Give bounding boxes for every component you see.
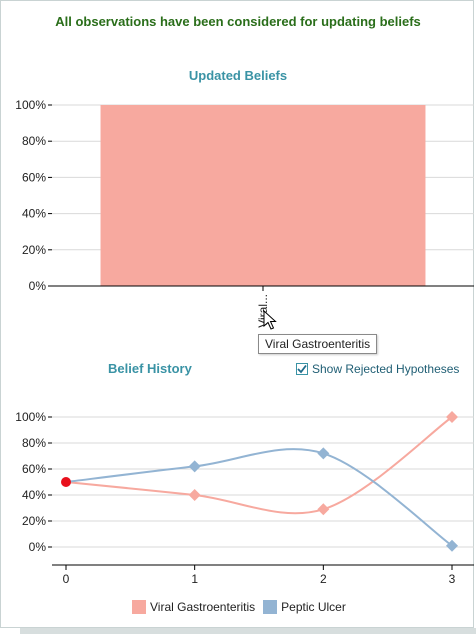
bar-y-tick-label: 0% bbox=[29, 279, 47, 293]
series-line-viral bbox=[65, 416, 453, 515]
legend-swatch-viral bbox=[132, 600, 146, 614]
legend-item-viral: Viral Gastroenteritis bbox=[132, 600, 255, 614]
belief-bar[interactable] bbox=[100, 105, 426, 286]
history-x-tick-label: 0 bbox=[63, 572, 70, 586]
data-point-viral[interactable] bbox=[317, 503, 330, 516]
bar-y-tick-label: 80% bbox=[22, 134, 46, 148]
status-message: All observations have been considered fo… bbox=[55, 14, 421, 29]
history-y-tick-label: 60% bbox=[22, 462, 46, 476]
belief-history-chart: 0% 20% 40% 60% 80% 100% 0 1 2 3 bbox=[15, 410, 474, 586]
history-y-tick-label: 100% bbox=[15, 410, 46, 424]
data-point-peptic[interactable] bbox=[317, 447, 330, 460]
legend-label-viral: Viral Gastroenteritis bbox=[150, 600, 256, 614]
bar-y-tick-label: 100% bbox=[15, 98, 46, 112]
data-point-viral[interactable] bbox=[188, 489, 201, 501]
history-y-tick-label: 20% bbox=[22, 514, 46, 528]
bar-y-tick-label: 20% bbox=[22, 243, 46, 257]
legend-item-peptic: Peptic Ulcer bbox=[263, 600, 346, 614]
data-point-peptic[interactable] bbox=[188, 460, 201, 473]
history-y-tick-label: 40% bbox=[22, 488, 46, 502]
history-y-tick-label: 80% bbox=[22, 436, 46, 450]
category-tooltip: Viral Gastroenteritis bbox=[258, 334, 378, 354]
legend-swatch-peptic bbox=[263, 600, 278, 614]
history-y-tick-label: 0% bbox=[29, 540, 47, 554]
updated-beliefs-chart: 0%20%40%60%80%100% Viral... bbox=[15, 98, 474, 328]
series-line-peptic bbox=[65, 448, 453, 547]
history-x-tick-label: 1 bbox=[191, 572, 198, 586]
history-x-tick-label: 2 bbox=[320, 572, 327, 586]
show-rejected-checkbox[interactable] bbox=[296, 363, 308, 375]
bar-y-tick-label: 60% bbox=[22, 170, 46, 184]
checkmark-icon bbox=[297, 364, 307, 374]
history-x-tick-label: 3 bbox=[449, 572, 456, 586]
data-point-viral[interactable] bbox=[446, 411, 458, 423]
panel-shadow bbox=[20, 628, 476, 634]
mouse-cursor-icon bbox=[263, 310, 277, 330]
start-point[interactable] bbox=[61, 477, 71, 487]
show-rejected-label: Show Rejected Hypotheses bbox=[312, 362, 460, 376]
belief-history-legend: Viral Gastroenteritis Peptic Ulcer bbox=[132, 600, 354, 614]
belief-history-title: Belief History bbox=[108, 361, 192, 376]
show-rejected-toggle[interactable]: Show Rejected Hypotheses bbox=[296, 361, 459, 377]
legend-label-peptic: Peptic Ulcer bbox=[281, 600, 346, 614]
updated-beliefs-title: Updated Beliefs bbox=[188, 68, 288, 83]
bar-y-tick-label: 40% bbox=[22, 207, 46, 221]
data-point-peptic[interactable] bbox=[446, 539, 458, 552]
